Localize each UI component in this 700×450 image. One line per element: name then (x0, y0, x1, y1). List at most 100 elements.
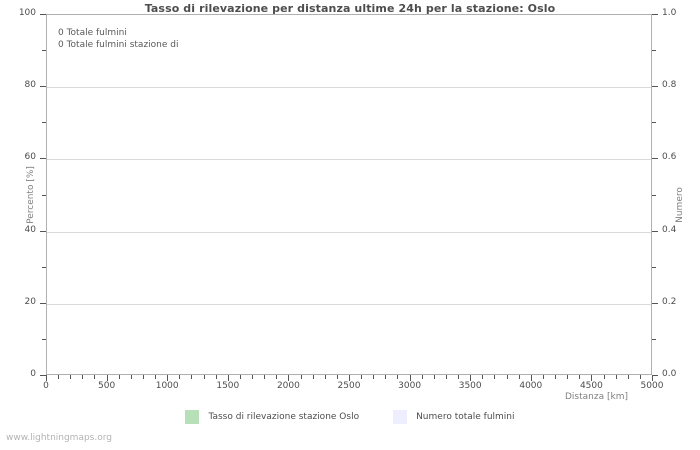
gridline-horizontal (47, 303, 651, 305)
x-tick (167, 375, 168, 381)
x-tick-label: 1500 (216, 381, 240, 391)
x-tick-minor (325, 375, 326, 379)
y-tick-left (40, 303, 46, 304)
y-axis-left-label: Percento [%] (25, 166, 36, 224)
x-tick-minor (361, 375, 362, 379)
x-tick-label: 2000 (276, 381, 300, 391)
x-tick-minor (434, 375, 435, 379)
x-tick-minor (616, 375, 617, 379)
x-tick (591, 375, 592, 381)
x-tick (652, 375, 653, 381)
x-tick-minor (494, 375, 495, 379)
x-tick-minor (204, 375, 205, 379)
x-tick-minor (579, 375, 580, 379)
x-tick-minor (519, 375, 520, 379)
x-tick (410, 375, 411, 381)
y-tick-label-left: 20 (24, 296, 36, 307)
x-tick-minor (191, 375, 192, 379)
y-tick-label-right: 0.2 (662, 296, 677, 307)
x-tick-minor (337, 375, 338, 379)
plot-annotation-line: 0 Totale fulmini (58, 28, 127, 38)
legend-swatch (185, 410, 200, 424)
y-tick-right (652, 14, 658, 15)
y-tick-label-right: 1.0 (662, 8, 677, 18)
watermark-text: www.lightningmaps.org (6, 433, 112, 443)
x-tick-minor (264, 375, 265, 379)
x-tick-minor (313, 375, 314, 379)
y-tick-left (40, 375, 46, 376)
x-tick-minor (373, 375, 374, 379)
y-tick-right (652, 231, 658, 232)
x-tick-minor (446, 375, 447, 379)
x-tick (46, 375, 47, 381)
y-tick-left (40, 86, 46, 87)
y-tick-label-right: 0.6 (662, 152, 677, 163)
legend-item[interactable]: Numero totale fulmini (393, 410, 515, 424)
plot-annotations: 0 Totale fulmini 0 Totale fulmini stazion… (58, 27, 179, 51)
x-tick-minor (422, 375, 423, 379)
x-tick-label: 5000 (640, 381, 664, 391)
y-axis-right-label: Numero (674, 187, 685, 223)
legend-label: Numero totale fulmini (416, 412, 515, 422)
x-axis-label: Distanza [km] (565, 392, 628, 402)
y-tick-right-minor (652, 122, 656, 123)
x-tick (349, 375, 350, 381)
chart-title: Tasso di rilevazione per distanza ultime… (144, 2, 556, 15)
gridline-horizontal (47, 87, 651, 89)
y-tick-left (40, 14, 46, 15)
legend-swatch (393, 410, 408, 424)
x-tick-label: 4500 (579, 381, 603, 391)
x-tick-label: 2500 (337, 381, 361, 391)
x-tick (228, 375, 229, 381)
x-tick (288, 375, 289, 381)
y-tick-right-minor (652, 50, 656, 51)
legend-label: Tasso di rilevazione stazione Oslo (208, 412, 360, 422)
x-tick-minor (119, 375, 120, 379)
x-tick-minor (216, 375, 217, 379)
x-tick-label: 500 (98, 381, 116, 391)
x-tick-minor (604, 375, 605, 379)
y-tick-label-left: 80 (24, 80, 36, 91)
y-tick-left-minor (42, 50, 46, 51)
y-tick-label-right: 0.4 (662, 224, 677, 235)
y-tick-left (40, 231, 46, 232)
x-tick-minor (240, 375, 241, 379)
x-tick-minor (276, 375, 277, 379)
plot-area: 0 Totale fulmini 0 Totale fulmini stazion… (46, 14, 652, 375)
x-tick (107, 375, 108, 381)
y-tick-left (40, 158, 46, 159)
y-tick-left-minor (42, 267, 46, 268)
gridline-horizontal (47, 159, 651, 161)
legend-item[interactable]: Tasso di rilevazione stazione Oslo (185, 410, 359, 424)
y-tick-right (652, 158, 658, 159)
y-tick-label-left: 60 (24, 152, 36, 163)
y-tick-label-left: 40 (24, 224, 36, 235)
x-tick-minor (94, 375, 95, 379)
x-tick-minor (507, 375, 508, 379)
x-tick-minor (82, 375, 83, 379)
x-tick-label: 3000 (398, 381, 422, 391)
y-tick-right (652, 375, 658, 376)
y-tick-right (652, 303, 658, 304)
x-tick (531, 375, 532, 381)
y-tick-label-left: 0 (30, 369, 36, 379)
y-tick-label-right: 0.0 (662, 369, 677, 379)
x-tick-label: 1000 (155, 381, 179, 391)
x-tick-minor (482, 375, 483, 379)
y-tick-label-left: 100 (18, 8, 36, 18)
x-tick-label: 4000 (519, 381, 543, 391)
y-tick-right-minor (652, 195, 656, 196)
x-tick-minor (458, 375, 459, 379)
x-tick-minor (640, 375, 641, 379)
y-tick-left-minor (42, 122, 46, 123)
x-tick-minor (131, 375, 132, 379)
x-tick-minor (301, 375, 302, 379)
x-tick-minor (70, 375, 71, 379)
y-tick-right-minor (652, 339, 656, 340)
x-tick-minor (543, 375, 544, 379)
x-tick-minor (567, 375, 568, 379)
x-tick-minor (143, 375, 144, 379)
gridline-horizontal (47, 231, 651, 233)
y-tick-label-right: 0.8 (662, 80, 677, 91)
x-tick-label: 3500 (458, 381, 482, 391)
